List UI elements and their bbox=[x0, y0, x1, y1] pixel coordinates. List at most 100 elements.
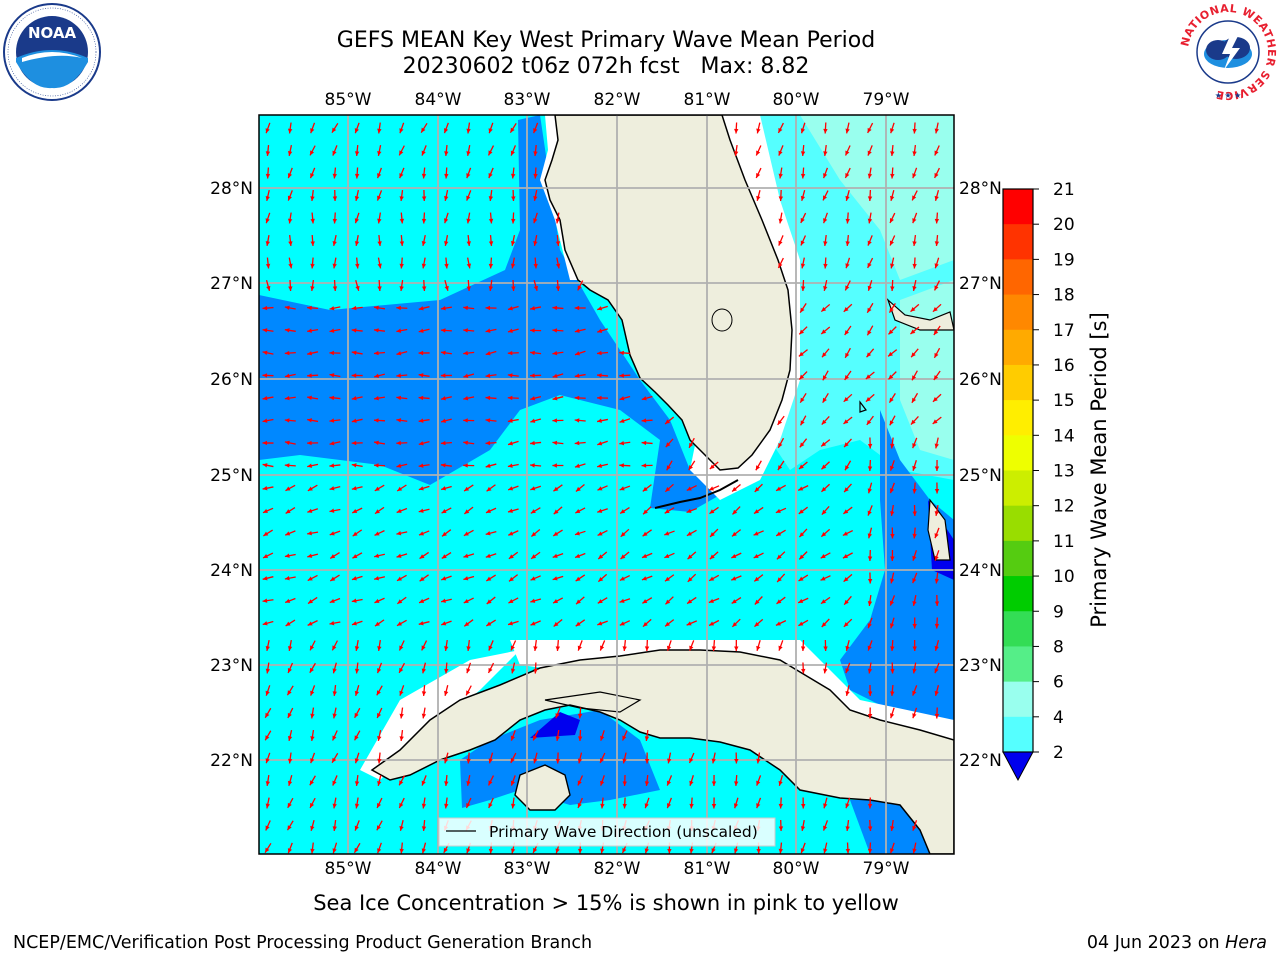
wave-arrow bbox=[688, 752, 695, 764]
wave-arrow bbox=[421, 797, 427, 809]
wave-arrow bbox=[552, 328, 564, 333]
wave-arrow bbox=[664, 596, 674, 605]
wave-arrow bbox=[823, 144, 828, 157]
wave-arrow bbox=[642, 506, 652, 515]
wave-arrow bbox=[577, 775, 584, 786]
wave-arrow bbox=[755, 145, 762, 156]
wave-arrow bbox=[420, 122, 428, 134]
wave-arrow bbox=[396, 531, 408, 536]
wave-arrow bbox=[485, 328, 497, 333]
wave-arrow bbox=[620, 528, 630, 538]
wave-arrow bbox=[845, 684, 850, 697]
wave-arrow bbox=[866, 325, 874, 336]
wave-arrow bbox=[555, 234, 561, 247]
longitude-labels-bottom: 85°W 84°W 83°W 82°W 81°W 80°W 79°W bbox=[325, 859, 910, 879]
lon-label-top: 84°W bbox=[415, 90, 462, 110]
wave-arrow bbox=[354, 685, 360, 696]
wave-arrow bbox=[376, 820, 383, 831]
wave-arrow bbox=[466, 774, 471, 787]
wave-arrow bbox=[664, 574, 675, 582]
wave-arrow bbox=[845, 842, 851, 854]
wave-arrow bbox=[888, 371, 897, 380]
wave-arrow bbox=[332, 842, 338, 854]
wave-arrow bbox=[507, 395, 519, 401]
wave-arrow bbox=[798, 506, 808, 515]
wave-arrow bbox=[912, 167, 918, 179]
wave-arrow bbox=[800, 167, 806, 179]
wave-arrow bbox=[486, 484, 496, 492]
lat-label-left: 27°N bbox=[210, 274, 253, 294]
wave-arrow bbox=[376, 662, 383, 674]
wave-arrow bbox=[620, 551, 630, 560]
wave-arrow bbox=[510, 662, 516, 674]
wave-arrow bbox=[776, 596, 786, 605]
wave-arrow bbox=[934, 167, 940, 179]
lat-label-left: 26°N bbox=[210, 370, 253, 390]
wave-arrow bbox=[777, 460, 785, 471]
wave-arrow bbox=[421, 257, 427, 269]
wave-arrow bbox=[351, 486, 363, 491]
wave-arrow bbox=[510, 797, 516, 809]
wave-arrow bbox=[709, 506, 719, 515]
wave-arrow bbox=[732, 506, 741, 515]
wave-arrow bbox=[912, 617, 917, 629]
wave-arrow bbox=[800, 639, 806, 652]
wave-arrow bbox=[533, 662, 538, 674]
wave-arrow bbox=[912, 527, 917, 539]
wave-arrow bbox=[597, 508, 608, 513]
wave-arrow bbox=[329, 373, 341, 378]
wave-arrow bbox=[822, 820, 829, 831]
wave-arrow bbox=[730, 575, 742, 581]
wave-arrow bbox=[351, 328, 363, 333]
wave-arrow bbox=[574, 440, 586, 446]
wave-arrow bbox=[332, 212, 338, 224]
wave-arrow bbox=[509, 122, 517, 134]
wave-arrow bbox=[756, 190, 761, 201]
wave-arrow bbox=[820, 303, 831, 313]
wave-arrow bbox=[686, 529, 697, 537]
wave-arrow bbox=[262, 620, 274, 626]
wave-arrow bbox=[820, 552, 831, 559]
wave-arrow bbox=[934, 459, 940, 472]
wave-arrow bbox=[309, 167, 316, 179]
wave-arrow bbox=[377, 212, 382, 224]
wave-arrow bbox=[622, 752, 627, 764]
wave-arrow bbox=[418, 306, 430, 311]
wave-arrow bbox=[287, 122, 293, 134]
wave-arrow bbox=[421, 234, 427, 247]
wave-arrow bbox=[329, 530, 341, 536]
wave-arrow bbox=[354, 639, 360, 652]
wave-arrow bbox=[421, 640, 428, 651]
wave-arrow bbox=[866, 302, 874, 314]
wave-arrow bbox=[889, 235, 896, 246]
wave-arrow bbox=[932, 393, 942, 403]
colorbar-tick-label: 21 bbox=[1053, 180, 1075, 200]
wave-arrow bbox=[934, 482, 940, 494]
wave-arrow bbox=[575, 619, 586, 627]
wave-arrow bbox=[687, 551, 697, 560]
wave-arrow bbox=[507, 508, 519, 513]
wave-arrow bbox=[641, 440, 653, 446]
wave-arrow bbox=[910, 416, 919, 425]
wave-arrow bbox=[778, 842, 783, 854]
wave-arrow bbox=[689, 640, 695, 651]
wave-arrow bbox=[867, 505, 873, 516]
wave-arrow bbox=[912, 572, 918, 584]
wave-arrow bbox=[488, 167, 494, 179]
wave-arrow bbox=[933, 347, 941, 359]
wave-arrow bbox=[596, 418, 609, 423]
wave-arrow bbox=[912, 842, 917, 854]
wave-arrow bbox=[287, 797, 294, 809]
wave-arrow bbox=[399, 212, 405, 224]
wave-arrow bbox=[309, 775, 316, 786]
wave-arrow bbox=[485, 373, 497, 378]
wave-arrow bbox=[374, 619, 385, 627]
wave-arrow bbox=[890, 639, 895, 652]
wave-arrow bbox=[287, 752, 293, 764]
wave-arrow bbox=[800, 279, 806, 292]
wave-arrow bbox=[288, 234, 293, 247]
wave-arrow bbox=[487, 662, 495, 674]
wave-arrow bbox=[555, 279, 561, 292]
wave-arrow bbox=[354, 212, 360, 224]
